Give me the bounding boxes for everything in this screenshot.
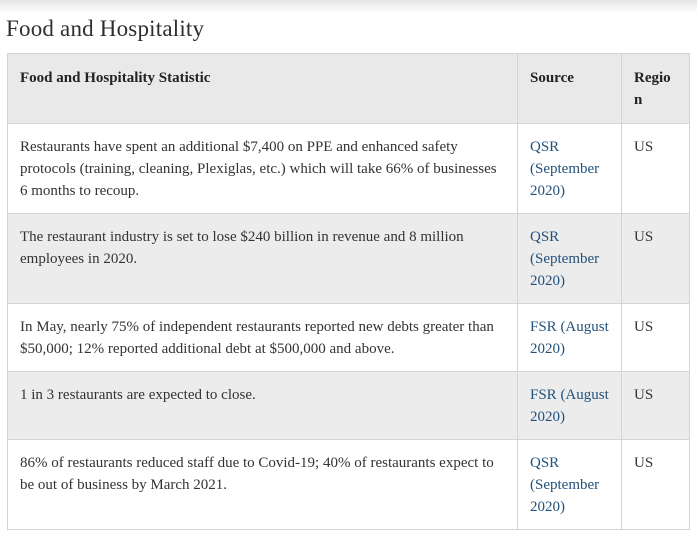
region-cell: US: [621, 123, 690, 214]
source-link[interactable]: QSR (September 2020): [530, 139, 600, 199]
table-row: In May, nearly 75% of independent restau…: [7, 303, 690, 372]
source-cell: QSR (September 2020): [517, 213, 622, 304]
table-header-row: Food and Hospitality Statistic Source Re…: [7, 53, 690, 124]
region-cell: US: [621, 439, 690, 530]
table-row: Restaurants have spent an additional $7,…: [7, 123, 690, 214]
source-link[interactable]: QSR (September 2020): [530, 229, 600, 289]
region-cell: US: [621, 213, 690, 304]
source-link[interactable]: QSR (September 2020): [530, 455, 600, 515]
statistic-cell: 86% of restaurants reduced staff due to …: [7, 439, 518, 530]
source-link[interactable]: FSR (August 2020): [530, 319, 609, 357]
table-row: 1 in 3 restaurants are expected to close…: [7, 371, 690, 440]
table-row: The restaurant industry is set to lose $…: [7, 213, 690, 304]
source-cell: FSR (August 2020): [517, 371, 622, 440]
source-cell: QSR (September 2020): [517, 123, 622, 214]
page-top-gradient: [0, 0, 697, 13]
statistic-cell: The restaurant industry is set to lose $…: [7, 213, 518, 304]
source-link[interactable]: FSR (August 2020): [530, 387, 609, 425]
column-header-statistic: Food and Hospitality Statistic: [7, 53, 518, 124]
region-cell: US: [621, 303, 690, 372]
source-cell: QSR (September 2020): [517, 439, 622, 530]
region-cell: US: [621, 371, 690, 440]
statistics-table: Food and Hospitality Statistic Source Re…: [7, 53, 690, 530]
statistic-cell: 1 in 3 restaurants are expected to close…: [7, 371, 518, 440]
column-header-source: Source: [517, 53, 622, 124]
column-header-region: Region: [621, 53, 690, 124]
source-cell: FSR (August 2020): [517, 303, 622, 372]
statistic-cell: Restaurants have spent an additional $7,…: [7, 123, 518, 214]
statistic-cell: In May, nearly 75% of independent restau…: [7, 303, 518, 372]
page-title: Food and Hospitality: [6, 16, 205, 41]
table-row: 86% of restaurants reduced staff due to …: [7, 439, 690, 530]
